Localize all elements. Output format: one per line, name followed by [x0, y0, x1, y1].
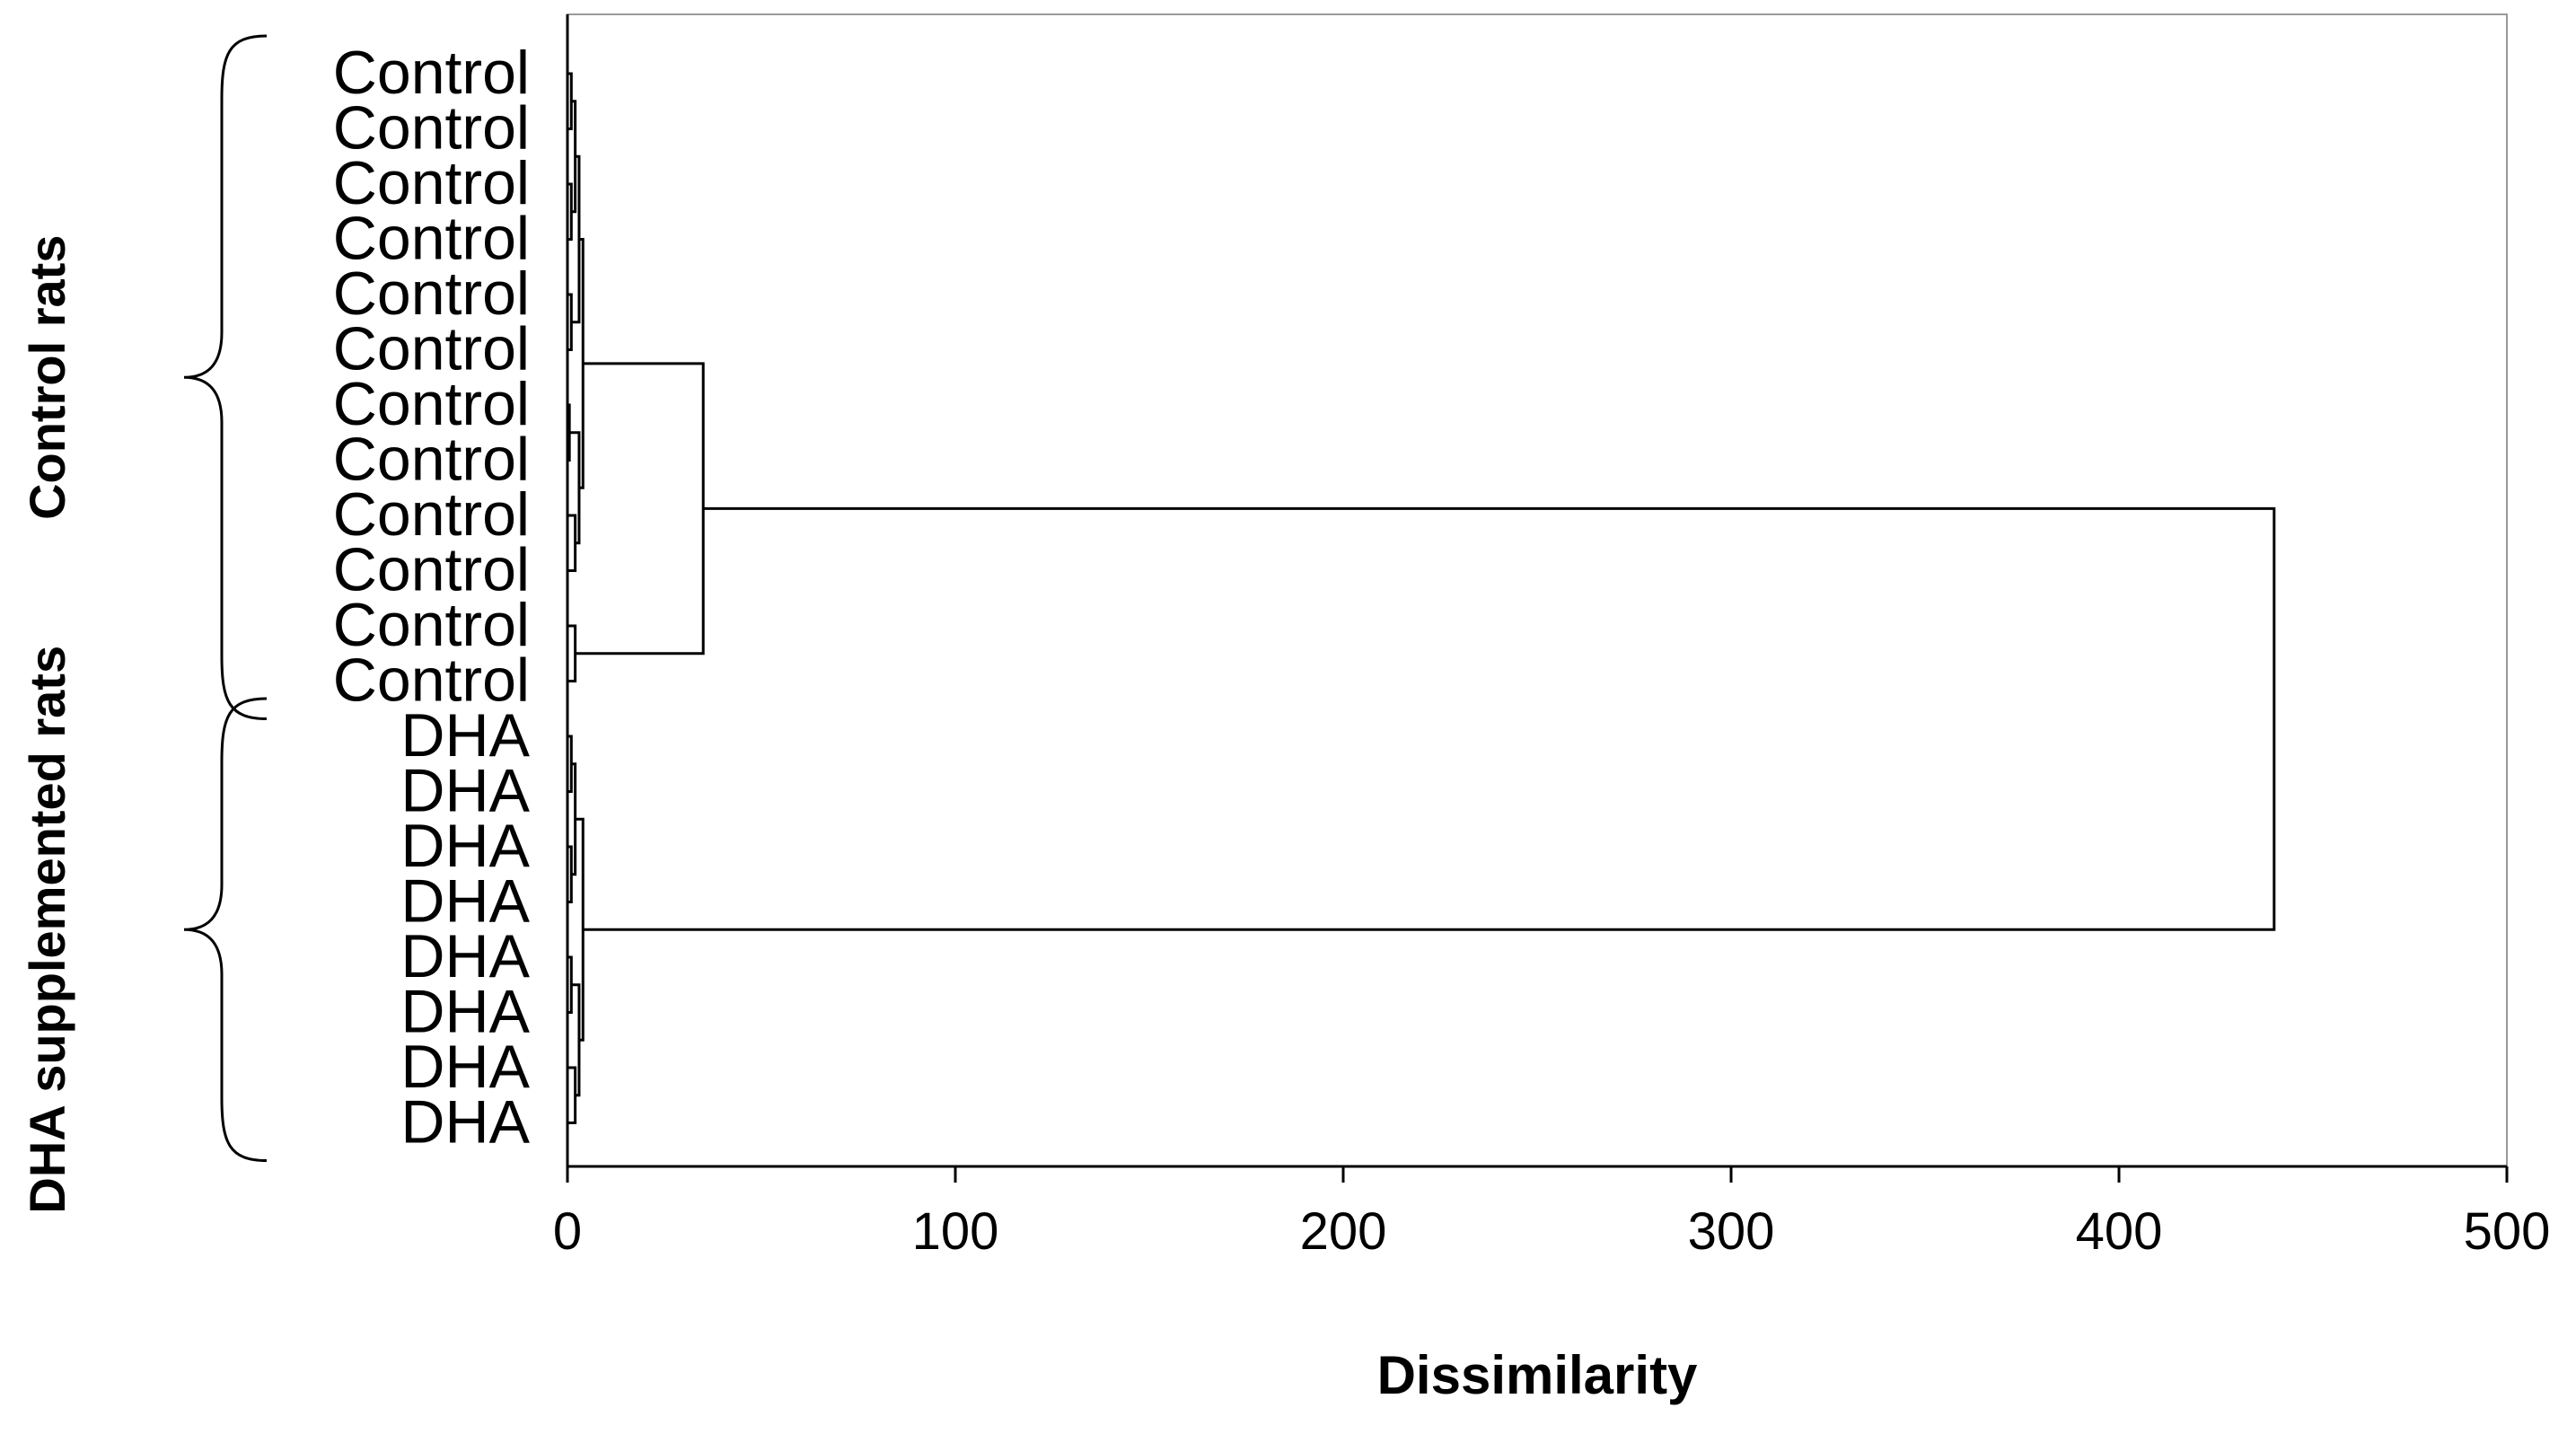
dendrogram-link [583, 506, 2276, 931]
leaf-labels: ControlControlControlControlControlContr… [333, 39, 531, 1157]
leaf-label: Control [333, 647, 530, 715]
leaf-label: Control [333, 426, 530, 494]
leaf-label: DHA [400, 1088, 530, 1157]
group-brace [183, 697, 268, 1162]
leaf-label: Control [333, 149, 530, 217]
leaf-label: DHA [400, 1033, 530, 1101]
leaf-label: Control [333, 205, 530, 273]
x-tick-label: 500 [2464, 1202, 2551, 1261]
plot-area-frame [567, 13, 2508, 1167]
leaf-label: Control [333, 480, 530, 549]
group-label: Control rats [19, 235, 75, 520]
leaf-label: Control [333, 315, 530, 383]
leaf-label: DHA [400, 812, 530, 880]
leaf-label: DHA [400, 867, 530, 936]
leaf-label: Control [333, 39, 530, 107]
x-tick-label: 300 [1688, 1202, 1775, 1261]
dendrogram-links [567, 72, 2276, 1124]
x-tick-label: 200 [1300, 1202, 1387, 1261]
leaf-label: DHA [400, 701, 530, 770]
dendrogram-link [575, 362, 705, 655]
leaf-label: DHA [400, 922, 530, 990]
group-brackets: Control rats DHA supplemented rats [19, 34, 268, 1214]
x-axis-title: Dissimilarity [1377, 1345, 1698, 1405]
leaf-label: Control [333, 260, 530, 328]
group-label: DHA supplemented rats [19, 646, 75, 1214]
x-tick-label: 100 [912, 1202, 999, 1261]
leaf-label: DHA [400, 978, 530, 1046]
group-brace [183, 34, 268, 720]
x-tick-label: 400 [2076, 1202, 2163, 1261]
x-tick-label: 0 [553, 1202, 582, 1261]
leaf-label: DHA [400, 757, 530, 825]
leaf-label: Control [333, 536, 530, 604]
x-axis-ticks: 0 100 200 300 400 500 [553, 1166, 2551, 1261]
leaf-label: Control [333, 94, 530, 163]
leaf-label: Control [333, 591, 530, 659]
leaf-label: Control [333, 370, 530, 438]
